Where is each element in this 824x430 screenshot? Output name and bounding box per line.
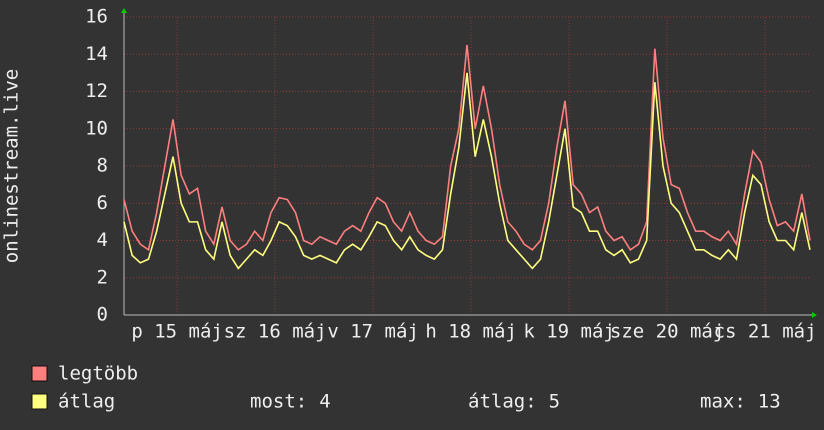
y-tick-label: 4	[97, 229, 108, 251]
y-tick-label: 10	[85, 117, 108, 139]
legend-swatch	[31, 393, 48, 410]
series-line	[123, 72, 811, 270]
y-tick-label: 2	[97, 266, 108, 288]
legend-label: átlag	[58, 391, 115, 413]
x-tick-label: sze 20 máj	[610, 321, 724, 343]
legend-label: legtöbb	[58, 363, 138, 385]
series-line	[123, 44, 811, 252]
x-tick-label: cs 21 máj	[714, 321, 817, 343]
stat-label: max:	[700, 391, 746, 413]
x-tick-label: v 17 máj	[327, 321, 419, 343]
y-tick-label: 6	[97, 192, 108, 214]
y-tick-label: 14	[85, 43, 108, 65]
stat-label: átlag:	[468, 391, 537, 413]
y-axis-label: onlinestream.live	[1, 69, 23, 263]
x-tick-label: h 18 máj	[425, 321, 517, 343]
stat-value: 5	[549, 391, 560, 413]
y-tick-label: 0	[97, 304, 108, 326]
axis-arrow	[812, 312, 817, 318]
y-tick-label: 8	[97, 155, 108, 177]
x-tick-label: p 15 máj	[131, 321, 223, 343]
legend-swatch	[31, 365, 48, 382]
stat-label: most:	[250, 391, 307, 413]
y-tick-label: 12	[85, 80, 108, 102]
stat-value: 4	[319, 391, 330, 413]
x-tick-label: k 19 máj	[523, 321, 615, 343]
x-tick-label: sz 16 máj	[224, 321, 327, 343]
y-tick-label: 16	[85, 6, 108, 28]
stat-value: 13	[758, 391, 781, 413]
axis-arrow	[121, 8, 127, 13]
